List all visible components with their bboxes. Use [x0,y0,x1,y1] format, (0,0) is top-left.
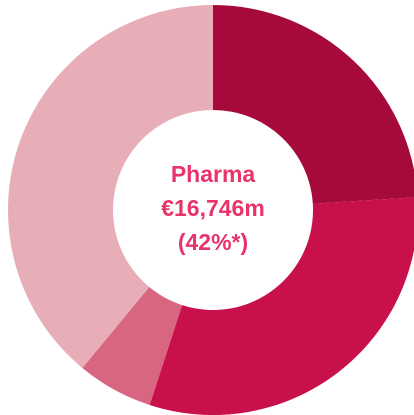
donut-segment [149,197,414,415]
center-label: (42%*) [178,229,248,255]
donut-segment [7,5,213,368]
center-label: €16,746m [161,195,265,221]
donut-segment [82,287,183,405]
center-label: Pharma [171,161,256,187]
donut-segment [213,5,414,204]
